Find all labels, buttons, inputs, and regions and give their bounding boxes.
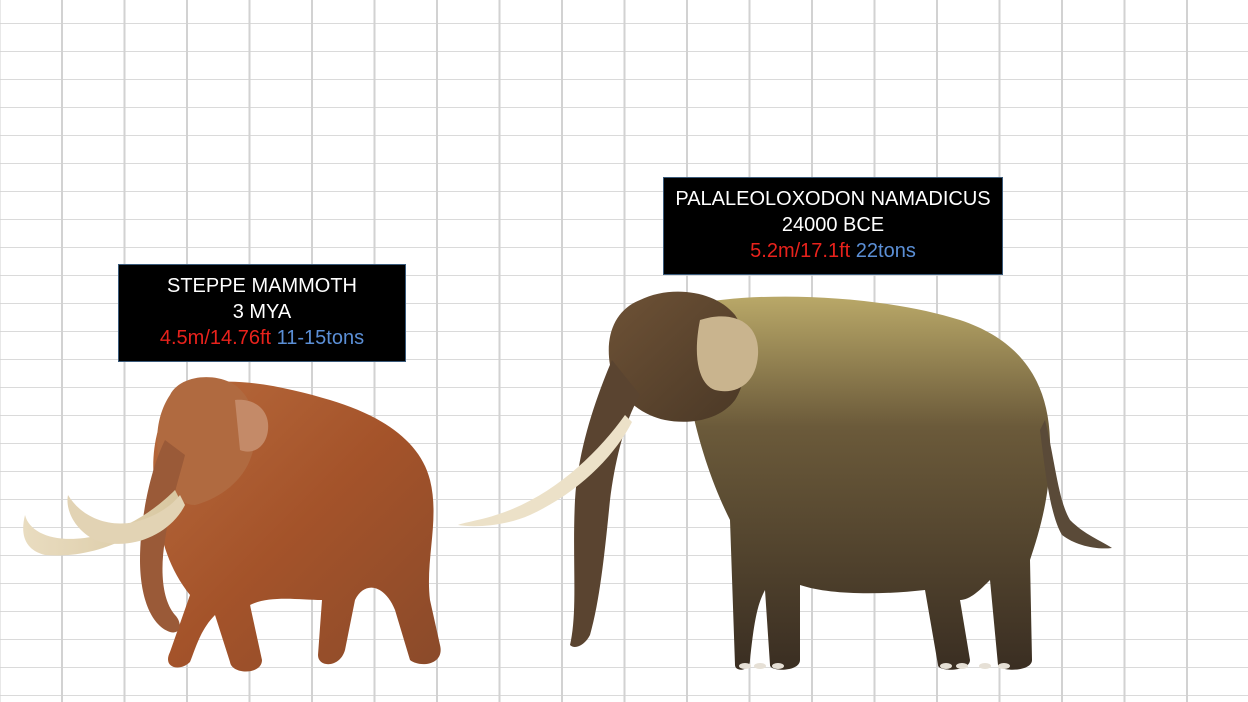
animal-era: 24000 BCE — [781, 214, 885, 236]
animal-era: 3 MYA — [232, 301, 292, 323]
animal-stats: 5.2m/17.1ft 22tons — [664, 238, 1002, 264]
animal-name: STEPPE MAMMOTH — [166, 275, 357, 297]
steppe-mammoth-label: STEPPE MAMMOTH 3 MYA 4.5m/14.76ft 11-15t… — [118, 264, 406, 362]
animal-name: PALALEOLOXODON NAMADICUS — [675, 188, 991, 210]
animal-height: 5.2m/17.1ft — [750, 240, 851, 262]
animal-weight: 11-15tons — [276, 327, 365, 349]
animal-height: 4.5m/14.76ft — [159, 327, 272, 349]
palaeoloxodon-label: PALALEOLOXODON NAMADICUS 24000 BCE 5.2m/… — [663, 177, 1003, 275]
animal-stats: 4.5m/14.76ft 11-15tons — [119, 325, 405, 351]
animal-weight: 22tons — [855, 240, 916, 262]
